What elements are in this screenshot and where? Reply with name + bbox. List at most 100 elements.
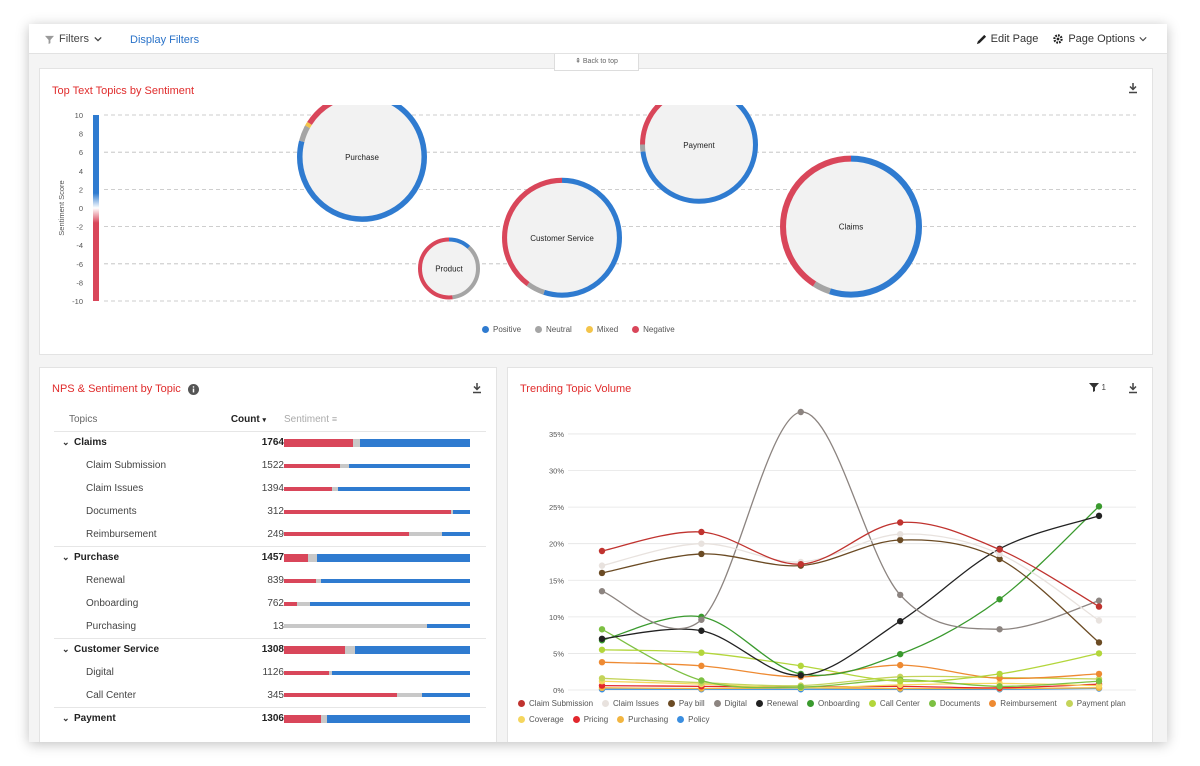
data-point[interactable] xyxy=(1095,678,1103,685)
data-point[interactable] xyxy=(598,635,606,642)
data-point[interactable] xyxy=(598,562,606,569)
data-point[interactable] xyxy=(598,626,606,633)
legend-item[interactable]: Mixed xyxy=(585,325,618,334)
info-icon[interactable] xyxy=(187,383,199,395)
data-point[interactable] xyxy=(1095,597,1103,604)
data-point[interactable] xyxy=(996,675,1003,682)
data-point[interactable] xyxy=(897,661,904,669)
data-point[interactable] xyxy=(698,540,705,547)
data-point[interactable] xyxy=(598,547,606,555)
legend-item[interactable]: Digital xyxy=(713,696,747,712)
legend-item[interactable]: Reimbursement xyxy=(989,696,1057,712)
sentiment-bar[interactable] xyxy=(284,714,470,723)
sentiment-bar[interactable] xyxy=(284,670,470,675)
data-point[interactable] xyxy=(698,528,705,536)
data-point[interactable] xyxy=(598,569,606,577)
data-point[interactable] xyxy=(897,618,904,625)
data-point[interactable] xyxy=(797,662,804,670)
topic-name[interactable]: ⌄ Claims xyxy=(54,430,209,454)
data-point[interactable] xyxy=(698,627,705,634)
data-point[interactable] xyxy=(1095,650,1103,657)
data-point[interactable] xyxy=(897,650,904,658)
subtopic-row[interactable]: Digital 1126 xyxy=(54,661,486,684)
chevron-down-icon[interactable]: ⌄ xyxy=(62,713,70,724)
topic-name[interactable]: ⌄ Customer Service xyxy=(54,637,209,661)
data-point[interactable] xyxy=(996,555,1003,563)
col-count-header[interactable]: Count ▾ xyxy=(209,408,284,432)
subtopic-row[interactable]: Call Center 345 xyxy=(54,684,486,707)
data-point[interactable] xyxy=(897,519,904,526)
legend-item[interactable]: Payment plan xyxy=(1065,696,1126,712)
sentiment-bar[interactable] xyxy=(284,553,470,562)
data-point[interactable] xyxy=(1095,639,1103,646)
series-line[interactable] xyxy=(598,408,1103,633)
data-point[interactable] xyxy=(698,649,705,656)
data-point[interactable] xyxy=(1095,617,1103,624)
topic-bubble[interactable]: Customer Service xyxy=(502,177,623,298)
sentiment-bar[interactable] xyxy=(284,601,470,606)
data-point[interactable] xyxy=(598,588,606,595)
sentiment-bar[interactable] xyxy=(284,509,470,514)
data-point[interactable] xyxy=(1095,603,1103,610)
sentiment-bar[interactable] xyxy=(284,438,470,447)
subtopic-row[interactable]: Onboarding 762 xyxy=(54,592,486,615)
chevron-down-icon[interactable]: ⌄ xyxy=(62,552,70,563)
data-point[interactable] xyxy=(996,670,1003,678)
legend-item[interactable]: Call Center xyxy=(868,696,920,712)
data-point[interactable] xyxy=(996,546,1003,553)
filters-dropdown[interactable]: Filters xyxy=(45,33,102,45)
legend-item[interactable]: Purchasing xyxy=(617,712,668,728)
legend-item[interactable]: Neutral xyxy=(535,325,572,334)
data-point[interactable] xyxy=(897,530,904,538)
filter-badge[interactable]: 1 xyxy=(1088,382,1106,392)
data-point[interactable] xyxy=(897,678,904,685)
chevron-down-icon[interactable]: ⌄ xyxy=(62,644,70,655)
data-point[interactable] xyxy=(797,560,804,568)
data-point[interactable] xyxy=(1095,503,1103,510)
download-icon[interactable] xyxy=(472,383,482,397)
download-icon[interactable] xyxy=(1128,83,1138,97)
data-point[interactable] xyxy=(1095,512,1103,520)
legend-item[interactable]: Onboarding xyxy=(807,696,860,712)
back-to-top-button[interactable]: ⇞ Back to top xyxy=(554,54,639,71)
legend-item[interactable]: Pay bill xyxy=(667,696,705,712)
data-point[interactable] xyxy=(1095,670,1103,678)
data-point[interactable] xyxy=(698,616,705,623)
display-filters-link[interactable]: Display Filters xyxy=(130,34,200,46)
legend-item[interactable]: Renewal xyxy=(755,696,798,712)
legend-item[interactable]: Policy xyxy=(677,712,710,728)
download-icon[interactable] xyxy=(1128,383,1138,397)
topic-bubble[interactable]: Product xyxy=(418,237,480,300)
topic-group-row[interactable]: ⌄ Claims 1764 xyxy=(54,430,486,454)
legend-item[interactable]: Coverage xyxy=(518,712,564,728)
data-point[interactable] xyxy=(996,683,1003,690)
topic-name[interactable]: ⌄ Purchase xyxy=(54,545,209,569)
data-point[interactable] xyxy=(698,550,705,558)
topic-group-row[interactable]: ⌄ Purchase 1457 xyxy=(54,545,486,569)
subtopic-row[interactable]: Reimbursement 249 xyxy=(54,523,486,546)
data-point[interactable] xyxy=(1095,682,1103,689)
data-point[interactable] xyxy=(698,677,705,684)
data-point[interactable] xyxy=(897,536,904,544)
data-point[interactable] xyxy=(996,626,1003,633)
data-point[interactable] xyxy=(598,646,606,653)
topic-bubble[interactable]: Claims xyxy=(780,155,922,298)
data-point[interactable] xyxy=(598,659,606,666)
sentiment-bar[interactable] xyxy=(284,645,470,654)
data-point[interactable] xyxy=(996,550,1003,558)
data-point[interactable] xyxy=(797,408,804,416)
series-line[interactable] xyxy=(598,626,1103,691)
series-line[interactable] xyxy=(598,646,1103,685)
subtopic-row[interactable]: Renewal 839 xyxy=(54,569,486,592)
topic-group-row[interactable]: ⌄ Customer Service 1308 xyxy=(54,637,486,661)
edit-page-button[interactable]: Edit Page xyxy=(976,33,1038,45)
legend-item[interactable]: Documents xyxy=(928,696,980,712)
data-point[interactable] xyxy=(996,596,1003,603)
subtopic-row[interactable]: Claim Issues 1394 xyxy=(54,477,486,500)
topic-bubble[interactable]: Purchase xyxy=(297,105,427,222)
data-point[interactable] xyxy=(797,683,804,691)
subtopic-row[interactable]: Purchasing 13 xyxy=(54,615,486,638)
sentiment-bar[interactable] xyxy=(284,578,470,583)
data-point[interactable] xyxy=(797,672,804,679)
sentiment-bar[interactable] xyxy=(284,486,470,491)
